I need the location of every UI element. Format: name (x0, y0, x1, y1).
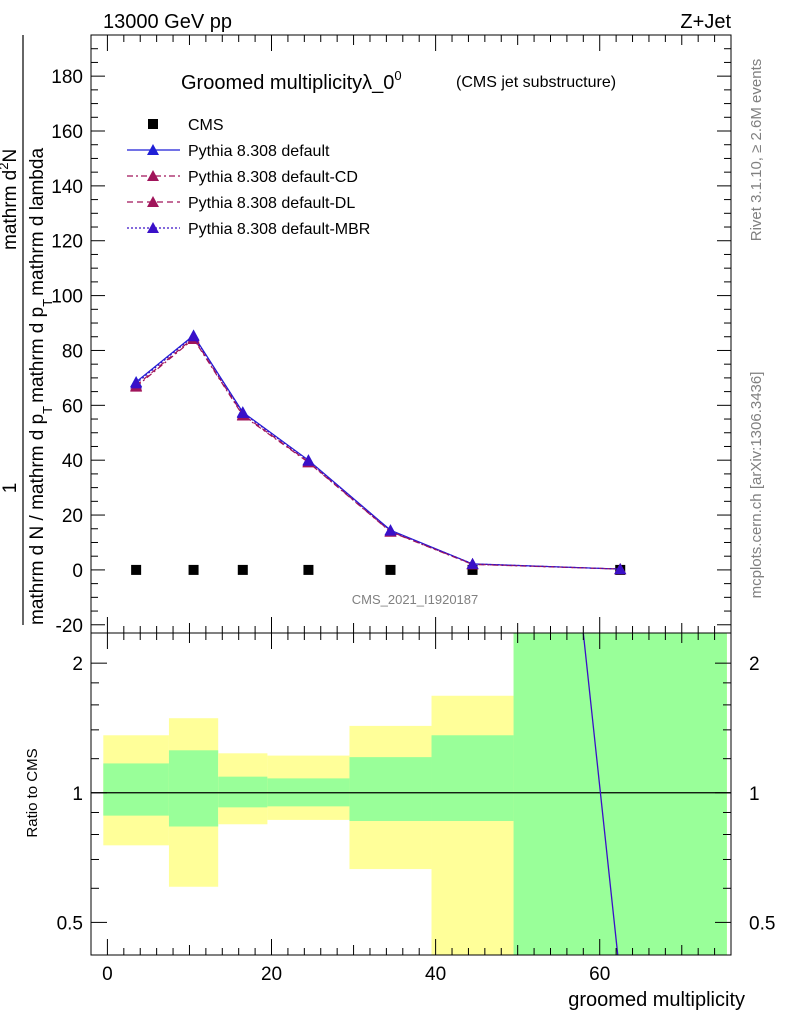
ratio-band-yellow (431, 695, 514, 955)
x-tick-label: 60 (589, 964, 610, 985)
mc-triangle-marker (187, 330, 200, 342)
ratio-panel-frame (90, 632, 732, 956)
y-label-den-b-sub: T (40, 299, 55, 307)
ratio-x-axis: 0 20 40 60 (102, 633, 716, 985)
main-panel-frame (90, 34, 732, 634)
legend-label: Pythia 8.308 default-MBR (188, 221, 370, 238)
x-tick-label: 40 (425, 964, 446, 985)
ratio-mc-line (582, 632, 619, 956)
legend-label: Pythia 8.308 default (188, 143, 330, 160)
y-tick-label: 100 (51, 287, 83, 308)
x-axis-label: groomed multiplicity (568, 989, 745, 1011)
mc-series-line (135, 334, 621, 570)
mc-series-line (135, 338, 621, 570)
y-tick-label: 80 (62, 341, 83, 362)
y-label-num2-sup: 2 (0, 163, 11, 170)
ratio-lines (91, 632, 731, 956)
plot-subtitle: (CMS jet substructure) (456, 74, 616, 91)
legend-marker-triangle (147, 170, 159, 181)
legend-marker-triangle (147, 144, 159, 155)
mc-triangle-marker (302, 454, 315, 466)
mcplots-label: mcplots.cern.ch [arXiv:1306.3436] (748, 372, 765, 599)
y-tick-label: 0 (72, 561, 83, 582)
mc-series-line (135, 335, 621, 570)
legend-marker-square (148, 119, 158, 129)
cms-data-point (467, 564, 478, 575)
header-right: Z+Jet (680, 11, 731, 33)
ratio-band-green (218, 776, 268, 808)
y-label-numerator-top: mathrm d2N (0, 149, 21, 250)
mc-triangle-marker (466, 557, 479, 569)
y-label-den-a: mathrm d N / mathrm d p (27, 414, 48, 625)
x-tick-label: 20 (261, 964, 282, 985)
y-label-num2: mathrm d (0, 170, 21, 250)
ratio-y-label: Ratio to CMS (24, 748, 41, 837)
mc-series-line (135, 336, 621, 570)
legend-marker-triangle (147, 222, 159, 233)
y-tick-label: 60 (62, 396, 83, 417)
ratio-y-tick-label-right: 0.5 (749, 913, 775, 934)
y-label-denominator: mathrm d N / mathrm d pTmathrm d pTmathr… (27, 148, 55, 625)
analysis-watermark: CMS_2021_I1920187 (352, 592, 479, 607)
legend-label: CMS (188, 117, 224, 134)
plot-title-sup: 0 (394, 68, 401, 83)
ratio-y-tick-label-right: 1 (749, 784, 760, 805)
ratio-uncertainty-bands (103, 633, 727, 955)
ratio-band-green (168, 750, 219, 827)
mc-triangle-marker (384, 524, 397, 536)
mc-triangle-marker (236, 407, 249, 419)
y-tick-label: 20 (62, 506, 83, 527)
y-tick-label: 180 (51, 67, 83, 88)
y-tick-label: 120 (51, 232, 83, 253)
ratio-band-green (103, 763, 169, 816)
ratio-band-green (513, 633, 727, 955)
legend: CMS Pythia 8.308 default Pythia 8.308 defa… (127, 117, 370, 238)
mc-triangle-marker (614, 563, 627, 575)
cms-data-point (131, 564, 142, 575)
legend-label: Pythia 8.308 default-DL (188, 195, 355, 212)
ratio-y-tick-label: 0.5 (57, 913, 83, 934)
y-label-den-b: mathrm d p (27, 307, 48, 403)
cms-data-point (385, 564, 396, 575)
ratio-band-green (349, 757, 432, 821)
y-label-numerator: 1 (0, 483, 21, 494)
main-x-ticks (106, 35, 716, 633)
ratio-panel: 0.5 0.5 1 1 2 2 0 20 40 60 Ratio to CMS groomed … (24, 632, 776, 1011)
main-y-axis: -20 0 20 40 60 80 100 120 140 160 180 (51, 34, 731, 637)
y-tick-label: 160 (51, 122, 83, 143)
mc-triangle-marker (130, 377, 143, 389)
cms-data-point (303, 564, 314, 575)
y-tick-label: 140 (51, 177, 83, 198)
cms-data-point (188, 564, 199, 575)
header-left: 13000 GeV pp (103, 11, 232, 33)
legend-label: Pythia 8.308 default-CD (188, 169, 358, 186)
legend-marker-triangle (147, 196, 159, 207)
main-series (130, 329, 627, 575)
ratio-y-tick-label-right: 2 (749, 654, 760, 675)
rivet-version-label: Rivet 3.1.10, ≥ 2.6M events (748, 59, 765, 242)
ratio-y-tick-label: 1 (72, 784, 83, 805)
x-tick-label: 0 (102, 964, 113, 985)
y-tick-label: -20 (56, 616, 83, 637)
ratio-y-tick-label: 2 (72, 654, 83, 675)
y-label-den-a-sub: T (40, 406, 55, 414)
plot-title: Groomed multiplicityλ_00 (181, 68, 402, 94)
y-tick-label: 40 (62, 451, 83, 472)
ratio-band-green (431, 735, 514, 821)
ratio-y-axis: 0.5 0.5 1 1 2 2 (57, 654, 776, 934)
y-label-num2-end: N (0, 149, 21, 163)
main-y-axis-label: 1 mathrm d N / mathrm d pTmathrm d pTmat… (0, 35, 55, 625)
cms-data-point (237, 564, 248, 575)
y-label-den-c: mathrm d lambda (27, 148, 48, 296)
plot-title-main: Groomed multiplicityλ_0 (181, 72, 394, 94)
